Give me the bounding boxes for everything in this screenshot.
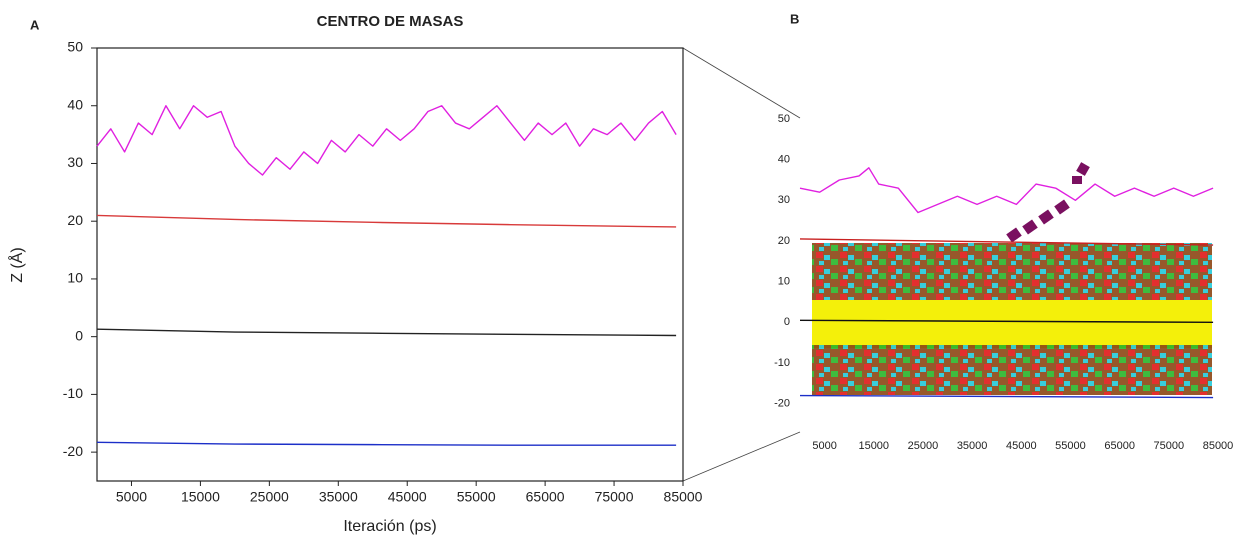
x-tick-label: 35000 xyxy=(319,489,358,505)
panel-label: B xyxy=(790,11,799,26)
y-tick-label: -20 xyxy=(774,398,790,410)
y-axis-label: Z (Å) xyxy=(7,247,26,283)
y-tick-label: 10 xyxy=(778,276,790,288)
x-tick-label: 65000 xyxy=(526,489,565,505)
y-tick-label: -10 xyxy=(63,385,83,401)
x-tick-label: 15000 xyxy=(181,489,220,505)
data-line xyxy=(799,319,1214,324)
x-tick-label: 65000 xyxy=(1104,440,1135,452)
data-line xyxy=(96,328,677,337)
x-axis-label: Iteración (ps) xyxy=(343,518,436,535)
data-line xyxy=(799,238,1214,246)
x-tick-label: 55000 xyxy=(457,489,496,505)
x-tick-label: 85000 xyxy=(1203,440,1234,452)
y-tick-label: 40 xyxy=(67,96,83,112)
membrane-illustration xyxy=(812,162,1212,395)
x-tick-label: 25000 xyxy=(250,489,289,505)
zoom-line xyxy=(682,431,801,482)
data-line xyxy=(96,105,677,176)
y-tick-label: 40 xyxy=(778,154,790,166)
x-tick-label: 85000 xyxy=(664,489,703,505)
y-tick-label: 30 xyxy=(778,194,790,206)
y-tick-label: 20 xyxy=(778,235,790,247)
x-tick-label: 35000 xyxy=(957,440,988,452)
x-tick-label: 25000 xyxy=(908,440,939,452)
data-line xyxy=(96,214,677,228)
y-tick-label: 50 xyxy=(778,113,790,125)
zoom-line xyxy=(682,47,801,119)
y-tick-label: 0 xyxy=(784,316,790,328)
y-tick-label: -10 xyxy=(774,357,790,369)
x-tick-label: 75000 xyxy=(1154,440,1185,452)
x-tick-label: 5000 xyxy=(812,440,836,452)
x-tick-label: 75000 xyxy=(595,489,634,505)
chart-title: CENTRO DE MASAS xyxy=(317,13,464,30)
y-tick-label: 30 xyxy=(67,154,83,170)
x-tick-label: 15000 xyxy=(858,440,889,452)
y-tick-label: 50 xyxy=(67,39,83,55)
y-tick-label: 20 xyxy=(67,212,83,228)
data-line xyxy=(799,394,1214,399)
x-tick-label: 55000 xyxy=(1055,440,1086,452)
x-tick-label: 45000 xyxy=(388,489,427,505)
x-tick-label: 45000 xyxy=(1006,440,1037,452)
y-tick-label: 10 xyxy=(67,270,83,286)
panel-label: A xyxy=(30,17,40,32)
y-tick-label: -20 xyxy=(63,443,83,459)
plot-frame xyxy=(96,47,684,482)
x-tick-label: 5000 xyxy=(116,489,147,505)
y-tick-label: 0 xyxy=(75,327,83,343)
data-line xyxy=(799,167,1214,214)
data-line xyxy=(96,441,677,446)
